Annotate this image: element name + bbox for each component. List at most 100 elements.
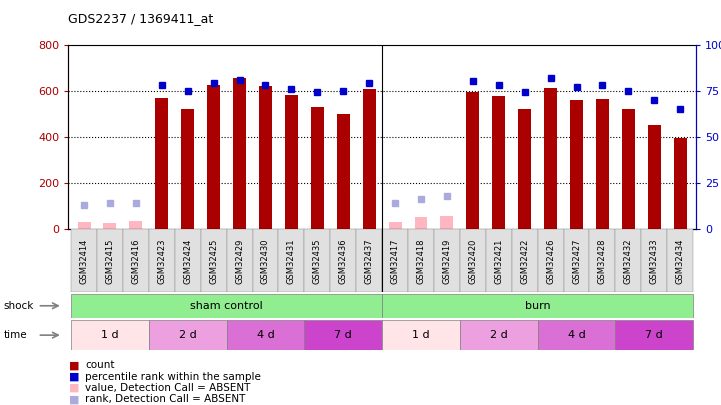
- Bar: [492, 96, 505, 229]
- Text: value, Detection Call = ABSENT: value, Detection Call = ABSENT: [85, 383, 250, 393]
- Text: GSM32427: GSM32427: [572, 238, 581, 284]
- Text: GSM32433: GSM32433: [650, 238, 659, 284]
- Text: GSM32425: GSM32425: [209, 238, 218, 284]
- Bar: [97, 229, 123, 292]
- Bar: [538, 320, 616, 350]
- Text: ■: ■: [68, 383, 79, 393]
- Bar: [415, 217, 428, 229]
- Bar: [564, 229, 590, 292]
- Text: time: time: [4, 330, 27, 340]
- Bar: [149, 229, 174, 292]
- Bar: [226, 320, 304, 350]
- Bar: [155, 98, 168, 229]
- Bar: [129, 221, 142, 229]
- Text: GSM32428: GSM32428: [598, 238, 607, 284]
- Text: 1 d: 1 d: [101, 330, 119, 340]
- Bar: [174, 229, 200, 292]
- Text: ■: ■: [68, 360, 79, 370]
- Text: GSM32436: GSM32436: [339, 238, 348, 284]
- Bar: [647, 125, 660, 229]
- Text: GSM32419: GSM32419: [443, 238, 451, 284]
- Bar: [71, 294, 382, 318]
- Bar: [434, 229, 460, 292]
- Bar: [622, 109, 635, 229]
- Bar: [382, 294, 693, 318]
- Bar: [408, 229, 434, 292]
- Bar: [311, 107, 324, 229]
- Text: GSM32426: GSM32426: [546, 238, 555, 284]
- Bar: [304, 320, 382, 350]
- Bar: [149, 320, 226, 350]
- Bar: [667, 229, 693, 292]
- Text: 1 d: 1 d: [412, 330, 430, 340]
- Text: 2 d: 2 d: [490, 330, 508, 340]
- Bar: [207, 85, 220, 229]
- Text: GSM32424: GSM32424: [183, 238, 193, 284]
- Bar: [71, 320, 149, 350]
- Text: GSM32416: GSM32416: [131, 238, 141, 284]
- Bar: [616, 320, 693, 350]
- Bar: [200, 229, 226, 292]
- Bar: [259, 86, 272, 229]
- Bar: [226, 229, 252, 292]
- Bar: [518, 109, 531, 229]
- Bar: [596, 99, 609, 229]
- Bar: [363, 90, 376, 229]
- Text: burn: burn: [525, 301, 550, 311]
- Text: GSM32431: GSM32431: [287, 238, 296, 284]
- Text: GSM32435: GSM32435: [313, 238, 322, 284]
- Text: GSM32421: GSM32421: [495, 238, 503, 284]
- Text: GSM32418: GSM32418: [417, 238, 425, 284]
- Text: 7 d: 7 d: [645, 330, 663, 340]
- Bar: [460, 320, 538, 350]
- Bar: [304, 229, 330, 292]
- Bar: [486, 229, 512, 292]
- Bar: [78, 222, 91, 229]
- Text: GSM32437: GSM32437: [365, 238, 373, 284]
- Text: GSM32430: GSM32430: [261, 238, 270, 284]
- Bar: [278, 229, 304, 292]
- Text: ■: ■: [68, 372, 79, 382]
- Bar: [233, 78, 246, 229]
- Bar: [544, 88, 557, 229]
- Text: sham control: sham control: [190, 301, 263, 311]
- Bar: [330, 229, 356, 292]
- Text: 4 d: 4 d: [567, 330, 585, 340]
- Text: 7 d: 7 d: [335, 330, 352, 340]
- Text: GSM32423: GSM32423: [157, 238, 167, 284]
- Text: GSM32417: GSM32417: [391, 238, 399, 284]
- Bar: [382, 320, 460, 350]
- Text: percentile rank within the sample: percentile rank within the sample: [85, 372, 261, 382]
- Bar: [356, 229, 382, 292]
- Text: GSM32420: GSM32420: [469, 238, 477, 284]
- Bar: [285, 95, 298, 229]
- Bar: [460, 229, 486, 292]
- Text: rank, Detection Call = ABSENT: rank, Detection Call = ABSENT: [85, 394, 245, 404]
- Text: 2 d: 2 d: [179, 330, 197, 340]
- Bar: [382, 229, 408, 292]
- Bar: [252, 229, 278, 292]
- Text: GSM32432: GSM32432: [624, 238, 633, 284]
- Text: GSM32415: GSM32415: [105, 238, 115, 284]
- Bar: [570, 100, 583, 229]
- Bar: [441, 216, 454, 229]
- Bar: [673, 138, 686, 229]
- Bar: [590, 229, 616, 292]
- Bar: [104, 223, 117, 229]
- Bar: [538, 229, 564, 292]
- Text: count: count: [85, 360, 115, 370]
- Text: GSM32434: GSM32434: [676, 238, 685, 284]
- Bar: [71, 229, 97, 292]
- Bar: [181, 109, 194, 229]
- Bar: [389, 222, 402, 229]
- Text: shock: shock: [4, 301, 34, 311]
- Bar: [616, 229, 642, 292]
- Text: ■: ■: [68, 394, 79, 404]
- Bar: [642, 229, 667, 292]
- Bar: [466, 92, 479, 229]
- Text: 4 d: 4 d: [257, 330, 275, 340]
- Text: GSM32429: GSM32429: [235, 238, 244, 284]
- Text: GSM32414: GSM32414: [79, 238, 89, 284]
- Bar: [512, 229, 538, 292]
- Bar: [337, 114, 350, 229]
